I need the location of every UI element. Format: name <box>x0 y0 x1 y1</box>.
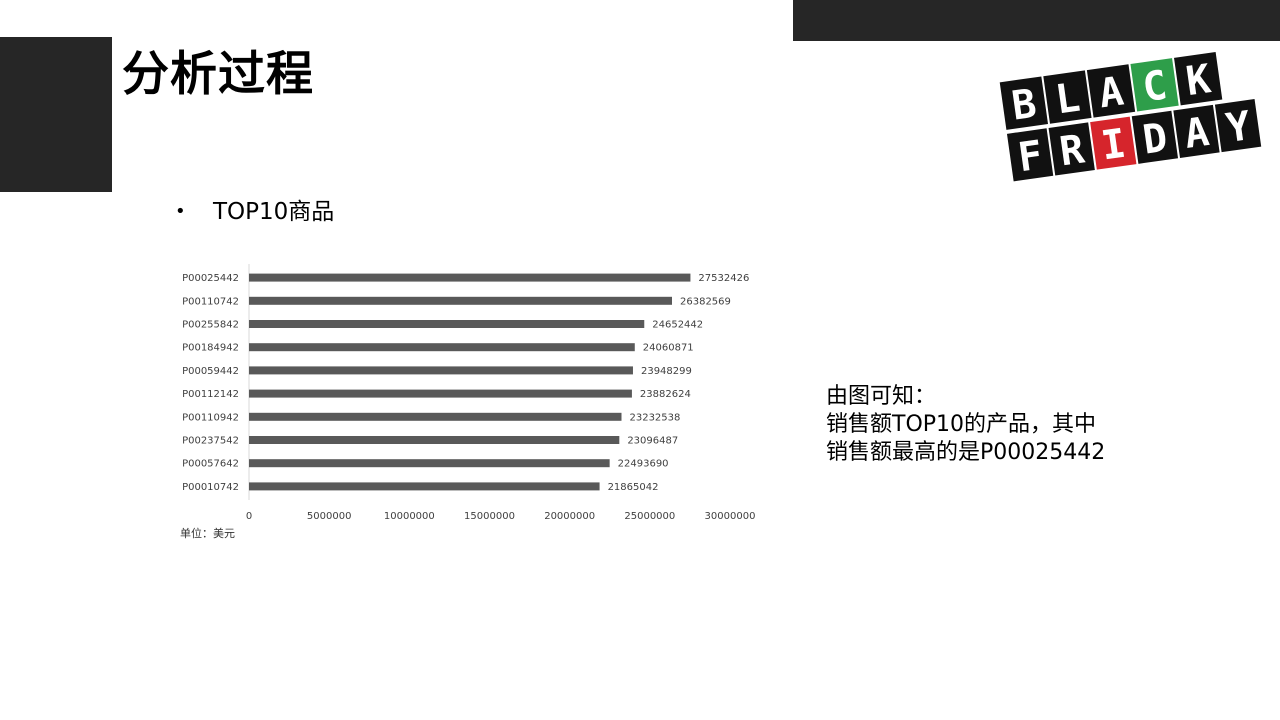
bar <box>249 482 600 491</box>
data-label: 23096487 <box>627 436 678 447</box>
bar <box>249 366 633 375</box>
data-label: 23882624 <box>640 389 691 400</box>
bar <box>249 273 691 282</box>
data-label: 22493690 <box>618 459 669 470</box>
bar <box>249 320 645 328</box>
left-dark-block <box>0 37 112 192</box>
category-label: P00255842 <box>182 320 239 331</box>
bar <box>249 296 673 305</box>
category-label: P00184942 <box>182 343 239 354</box>
logo-tile <box>1006 128 1054 182</box>
logo-tile <box>1090 116 1137 170</box>
bar <box>249 343 635 352</box>
category-label: P00112142 <box>182 389 239 400</box>
category-label: P00057642 <box>182 459 239 470</box>
category-label: P00010742 <box>182 482 239 493</box>
data-label: 23948299 <box>641 366 692 377</box>
x-tick-label: 30000000 <box>705 511 756 522</box>
conclusion-text: 由图可知： 销售额TOP10的产品，其中 销售额最高的是P00025442 <box>826 383 1105 467</box>
bar <box>249 459 610 468</box>
bullet-icon: • <box>175 201 186 222</box>
data-label: 23232538 <box>629 412 680 423</box>
category-label: P00237542 <box>182 436 239 447</box>
logo-tile <box>999 76 1049 130</box>
logo-tile <box>1131 110 1179 164</box>
unit-note: 单位：美元 <box>180 527 235 540</box>
data-label: 24060871 <box>643 343 694 354</box>
x-tick-label: 25000000 <box>624 511 675 522</box>
logo-tile <box>1174 51 1223 106</box>
category-label: P00110942 <box>182 412 239 423</box>
x-tick-label: 5000000 <box>307 511 352 522</box>
data-label: 24652442 <box>652 320 703 331</box>
top-dark-bar <box>793 0 1280 41</box>
data-label: 26382569 <box>680 296 731 307</box>
bar <box>249 412 622 421</box>
bullet-text: TOP10商品 <box>213 199 335 225</box>
bar <box>249 389 632 398</box>
category-label: P00025442 <box>182 273 239 284</box>
data-label: 21865042 <box>608 482 659 493</box>
x-tick-label: 0 <box>246 511 252 522</box>
bar <box>249 436 620 444</box>
logo-tile <box>1086 64 1136 118</box>
logo-tile <box>1043 70 1092 124</box>
logo-tile <box>1214 99 1262 153</box>
data-label: 27532426 <box>698 273 749 284</box>
category-label: P00059442 <box>182 366 239 377</box>
conclusion-line-1: 由图可知： <box>826 384 937 409</box>
top10-bar-chart: P00025442 27532426 P00110742 26382569 P00255… <box>182 264 756 522</box>
logo-tile <box>1130 58 1179 112</box>
logo-tile <box>1173 104 1220 158</box>
category-label: P00110742 <box>182 296 239 307</box>
x-tick-label: 20000000 <box>544 511 595 522</box>
x-tick-label: 15000000 <box>464 511 515 522</box>
black-friday-logo: B L A C KF R I D A Y <box>999 51 1262 182</box>
x-tick-label: 10000000 <box>384 511 435 522</box>
page-title: 分析过程 <box>122 47 314 102</box>
bullet-item: • TOP10商品 <box>175 197 334 227</box>
logo-tile <box>1048 122 1095 176</box>
conclusion-line-2: 销售额TOP10的产品，其中 <box>826 412 1097 437</box>
conclusion-line-3: 销售额最高的是P00025442 <box>826 440 1106 465</box>
